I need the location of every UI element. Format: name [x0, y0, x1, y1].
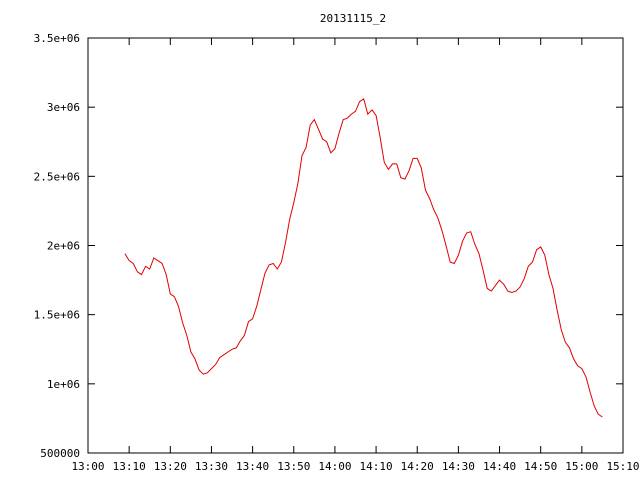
x-tick-label: 14:50: [524, 460, 557, 473]
x-tick-label: 14:20: [401, 460, 434, 473]
x-tick-label: 13:10: [113, 460, 146, 473]
y-tick-label: 3e+06: [47, 101, 80, 114]
x-axis: 13:00 13:10 13:20 13:30 13:40 13:50 14:00 14:10…: [71, 38, 640, 473]
x-tick-label: 13:50: [277, 460, 310, 473]
x-tick-label: 14:10: [360, 460, 393, 473]
chart-title: 20131115_2: [320, 12, 386, 25]
y-tick-label: 500000: [40, 447, 80, 460]
y-tick-label: 2e+06: [47, 240, 80, 253]
x-tick-label: 14:40: [483, 460, 516, 473]
x-tick-label: 13:20: [154, 460, 187, 473]
y-tick-label: 1.5e+06: [34, 309, 80, 322]
x-tick-label: 13:40: [236, 460, 269, 473]
x-tick-label: 13:30: [195, 460, 228, 473]
y-tick-label: 1e+06: [47, 378, 80, 391]
x-tick-label: 13:00: [71, 460, 104, 473]
x-tick-label: 15:00: [565, 460, 598, 473]
plot-frame: [87, 37, 624, 454]
x-tick-label: 14:00: [318, 460, 351, 473]
y-tick-label: 2.5e+06: [34, 170, 80, 183]
series-line: [124, 98, 603, 418]
y-tick-label: 3.5e+06: [34, 32, 80, 45]
x-tick-label: 15:10: [606, 460, 639, 473]
x-tick-label: 14:30: [442, 460, 475, 473]
y-axis: 500000 1e+06 1.5e+06 2e+06 2.5e+06 3e+06 3.5e+…: [34, 32, 623, 460]
